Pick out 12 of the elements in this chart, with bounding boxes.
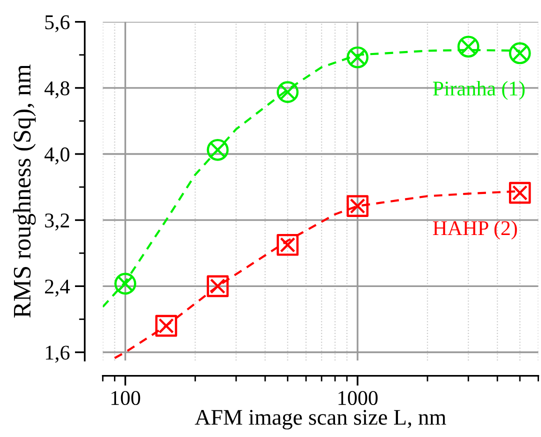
x-axis-title: AFM image scan size L, nm [194,410,446,430]
y-tick-label: 1,6 [46,346,70,363]
series-label: HAHP (2) [433,220,517,240]
y-tick-label: 5,6 [45,15,70,32]
series-label: Piranha (1) [433,80,525,100]
y-tick-label: 3,2 [45,214,69,231]
y-tick-label: 4,8 [44,81,70,98]
y-axis-title: RMS roughness (Sq), nm [13,64,36,318]
y-tick-label: 2,4 [45,280,70,297]
x-tick-label: 1000 [338,390,378,406]
x-tick-label: 100 [112,390,140,406]
y-tick-label: 4,0 [44,147,70,164]
